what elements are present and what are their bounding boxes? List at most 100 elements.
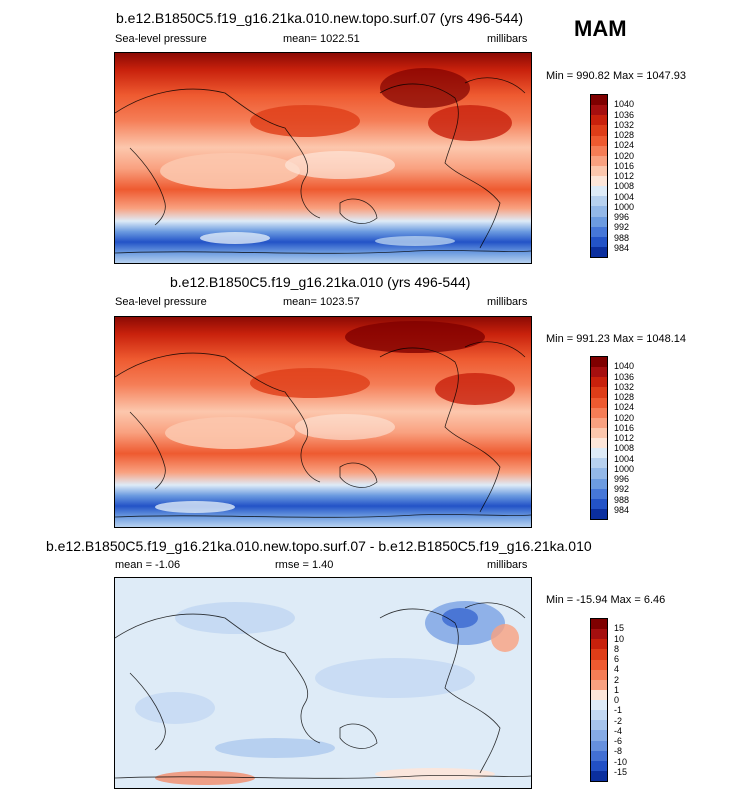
panel-3-rmse-label: rmse = 1.40: [275, 559, 334, 571]
panel-3-map: [114, 577, 532, 789]
colorbar-swatch: [591, 619, 607, 630]
panel-3-map-canvas: [115, 578, 531, 788]
colorbar-swatch: [591, 740, 607, 751]
colorbar-swatch: [591, 468, 607, 479]
panel-2-units-label: millibars: [487, 296, 528, 308]
panel-2-tick: 1008: [614, 443, 635, 454]
panel-2-tick: 996: [614, 474, 630, 484]
panel-1-tick: 1024: [614, 140, 635, 151]
panel-3-tick: -2: [614, 715, 623, 726]
panel-2-colorbar: [590, 356, 608, 520]
panel-1-units-label: millibars: [487, 33, 528, 45]
colorbar-swatch: [591, 720, 607, 731]
panel-3-tick: 15: [614, 623, 625, 634]
panel-3-tick: 8: [614, 643, 620, 654]
colorbar-swatch: [591, 216, 607, 227]
colorbar-swatch: [591, 186, 607, 197]
colorbar-swatch: [591, 236, 607, 247]
panel-3-title: b.e12.B1850C5.f19_g16.21ka.010.new.topo.…: [46, 538, 592, 554]
panel-3-tick: -6: [614, 736, 623, 746]
panel-1-tick: 1032: [614, 119, 635, 130]
panel-2-tick: 1016: [614, 422, 635, 433]
season-label: MAM: [574, 16, 627, 41]
panel-2-tick: 1024: [614, 402, 635, 413]
panel-2-tick: 1000: [614, 463, 635, 474]
colorbar-swatch: [591, 730, 607, 741]
panel-2-variable-label: Sea-level pressure: [115, 296, 207, 308]
colorbar-swatch: [591, 710, 607, 721]
panel-1-tick: 1012: [614, 171, 635, 181]
panel-2-title: b.e12.B1850C5.f19_g16.21ka.010 (yrs 496-…: [170, 274, 471, 290]
colorbar-swatch: [591, 95, 607, 106]
colorbar-swatch: [591, 165, 607, 176]
panel-1-tick: 984: [614, 242, 630, 253]
panel-3-tick: 1: [614, 684, 620, 695]
colorbar-swatch: [591, 438, 607, 449]
panel-1-colorbar: [590, 94, 608, 258]
panel-2-tick: 1028: [614, 392, 635, 402]
panel-1-variable-label: Sea-level pressure: [115, 33, 207, 45]
panel-1-tick: 1000: [614, 201, 635, 212]
panel-3-tick: -10: [614, 756, 628, 767]
colorbar-swatch: [591, 689, 607, 700]
colorbar-swatch: [591, 145, 607, 156]
colorbar-swatch: [591, 629, 607, 640]
panel-1-tick: 1008: [614, 181, 635, 192]
panel-3-tick: 6: [614, 654, 620, 664]
colorbar-swatch: [591, 639, 607, 650]
panel-1-tick: 988: [614, 232, 630, 243]
panel-1-map: [114, 52, 532, 264]
panel-1-tick: 1004: [614, 191, 635, 202]
panel-3-tick: -4: [614, 725, 623, 736]
colorbar-swatch: [591, 478, 607, 489]
panel-2-tick: 1032: [614, 381, 635, 392]
panel-2-tick: 1020: [614, 412, 635, 423]
panel-1-map-canvas: [115, 53, 531, 263]
panel-3-tick: 0: [614, 695, 620, 705]
colorbar-swatch: [591, 176, 607, 187]
colorbar-swatch: [591, 488, 607, 499]
colorbar-swatch: [591, 417, 607, 428]
colorbar-swatch: [591, 679, 607, 690]
colorbar-swatch: [591, 649, 607, 660]
colorbar-swatch: [591, 397, 607, 408]
panel-1-tick: 1020: [614, 150, 635, 161]
colorbar-swatch: [591, 669, 607, 680]
colorbar-swatch: [591, 377, 607, 388]
panel-2-tick: 984: [614, 504, 630, 515]
panel-2-map: [114, 316, 532, 528]
panel-1-tick: 1036: [614, 109, 635, 120]
panel-3-tick: 10: [614, 633, 625, 644]
colorbar-swatch: [591, 508, 607, 519]
colorbar-swatch: [591, 750, 607, 761]
colorbar-swatch: [591, 387, 607, 398]
panel-3-tick: -1: [614, 705, 623, 716]
colorbar-swatch: [591, 155, 607, 166]
colorbar-swatch: [591, 427, 607, 438]
panel-3-units-label: millibars: [487, 559, 528, 571]
panel-1-tick: 1016: [614, 160, 635, 171]
panel-1-tick: 1028: [614, 130, 635, 140]
panel-2-tick: 1004: [614, 453, 635, 464]
colorbar-swatch: [591, 105, 607, 116]
colorbar-swatch: [591, 770, 607, 781]
panel-3-tick: -15: [614, 766, 628, 777]
colorbar-swatch: [591, 498, 607, 509]
colorbar-swatch: [591, 700, 607, 711]
panel-1-tick: 996: [614, 212, 630, 222]
colorbar-swatch: [591, 206, 607, 217]
colorbar-swatch: [591, 448, 607, 459]
colorbar-swatch: [591, 226, 607, 237]
colorbar-swatch: [591, 659, 607, 670]
panel-3-mean-label: mean = -1.06: [115, 559, 181, 571]
colorbar-swatch: [591, 196, 607, 207]
panel-2-mean-label: mean= 1023.57: [283, 296, 360, 308]
colorbar-swatch: [591, 458, 607, 469]
panel-2-tick: 992: [614, 484, 630, 495]
panel-2-tick: 988: [614, 494, 630, 505]
colorbar-swatch: [591, 125, 607, 136]
panel-1-tick: 1040: [614, 99, 635, 110]
panel-3-colorbar: [590, 618, 608, 782]
panel-3-tick: 2: [614, 674, 620, 685]
panel-3-minmax: Min = -15.94 Max = 6.46: [546, 594, 666, 606]
